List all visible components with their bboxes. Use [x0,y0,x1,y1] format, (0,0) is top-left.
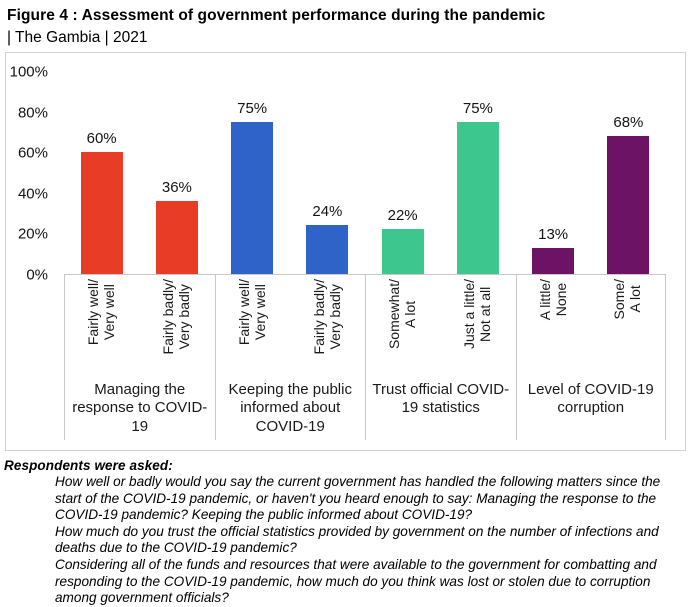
y-tick-label: 60% [17,144,48,162]
bars-row: 13% 68% [516,53,667,274]
footnote: Respondents were asked: How well or badl… [4,457,688,607]
bar-value-label: 13% [538,226,569,243]
y-tick-label: 40% [17,185,48,203]
respondent-question: Considering all of the funds and resourc… [55,556,657,606]
bar-value-label: 22% [387,207,418,224]
figure-subtitle: | The Gambia | 2021 [7,29,148,46]
bars-row: 60% 36% [64,53,215,274]
bar-slot: 36% [139,53,214,274]
group-label-zone: Fairly well/ Very well Fairly badly/ Very… [214,274,366,440]
category-label-row: Fairly well/ Very well Fairly badly/ Very… [65,275,215,378]
respondent-question: How well or badly would you say the curr… [55,474,661,523]
bar-slot: 22% [365,53,440,274]
bar [381,229,424,274]
figure-title: Figure 4 : Assessment of government perf… [7,7,546,24]
bar [607,136,650,274]
bar [306,225,349,274]
y-tick-label: 100% [9,63,48,81]
bar-slot: 24% [290,53,365,274]
category-label-row: Somewhat/ A lot Just a little/ Not at all [366,275,516,378]
bar [456,122,499,274]
bars-row: 22% 75% [365,53,516,274]
category-label-slot: Fairly well/ Very well [65,279,140,378]
category-axis-label: Somewhat/ A lot [386,279,419,350]
category-label-slot: Fairly badly/ Very badly [290,279,365,378]
figure-header: Figure 4 : Assessment of government perf… [7,5,688,48]
bar-slot: 75% [215,53,290,274]
category-label-slot: Somewhat/ A lot [366,279,441,378]
bar-slot: 13% [516,53,591,274]
bar-slot: 68% [591,53,666,274]
category-label-slot: Just a little/ Not at all [441,279,516,378]
footnote-heading: Respondents were asked: [4,458,173,473]
bar-value-label: 60% [86,130,117,147]
group-label-zone: Fairly well/ Very well Fairly badly/ Very… [64,274,215,440]
footnote-questions: How well or badly would you say the curr… [55,474,685,607]
category-label-slot: Fairly badly/ Very badly [140,279,215,378]
bars-row: 75% 24% [215,53,366,274]
bar-group: 60% 36% Fairly well/ Very well Fairly badly… [64,53,215,450]
bar-group: 75% 24% Fairly well/ Very well Fairly badly… [214,53,366,450]
y-tick-label: 20% [17,225,48,243]
group-axis-label: Level of COVID-19 corruption [527,381,654,417]
bar-slot: 60% [64,53,139,274]
category-label-slot: Fairly well/ Very well [216,279,291,378]
respondent-question: How much do you trust the official stati… [55,523,659,556]
bar [532,248,575,274]
bar [231,122,274,274]
bar-chart: 0% 20% 40% 60% 80% 100% 60% 36% Fairly well/ Ve… [5,52,686,451]
category-axis-label: Just a little/ Not at all [461,279,494,350]
bar-value-label: 68% [613,114,644,131]
category-label-row: Fairly well/ Very well Fairly badly/ Very… [216,275,366,378]
group-axis-label: Keeping the public informed about COVID-… [228,381,352,435]
category-axis-label: Fairly badly/ Very badly [310,279,343,355]
category-axis-label: Fairly well/ Very well [85,279,118,346]
group-axis-label: Managing the response to COVID-19 [72,381,208,435]
bar-value-label: 75% [237,100,268,117]
category-axis-label: Fairly well/ Very well [235,279,268,346]
bar-value-label: 24% [312,203,343,220]
bar [155,201,198,274]
bar-group: 22% 75% Somewhat/ A lot Just a little/ Not … [365,53,516,450]
bar-slot: 75% [440,53,515,274]
y-axis: 0% 20% 40% 60% 80% 100% [6,53,56,450]
category-label-slot: A little/ None [517,279,591,378]
category-axis-label: Some/ A lot [610,279,643,320]
bar-value-label: 36% [161,179,192,196]
y-tick-label: 80% [17,104,48,122]
bar-group: 13% 68% A little/ None Some/ A lot Level of … [515,53,667,450]
category-label-slot: Some/ A lot [591,279,665,378]
category-axis-label: A little/ None [536,279,569,321]
group-label-zone: A little/ None Some/ A lot Level of COVID-… [515,274,666,440]
bar-value-label: 75% [462,100,493,117]
y-tick-label: 0% [26,266,48,284]
bar [80,152,123,274]
group-label-zone: Somewhat/ A lot Just a little/ Not at all… [365,274,516,440]
plot-area: 60% 36% Fairly well/ Very well Fairly badly… [64,53,666,450]
category-axis-label: Fairly badly/ Very badly [160,279,193,355]
category-label-row: A little/ None Some/ A lot [517,275,666,378]
group-axis-label: Trust official COVID-19 statistics [372,381,510,417]
